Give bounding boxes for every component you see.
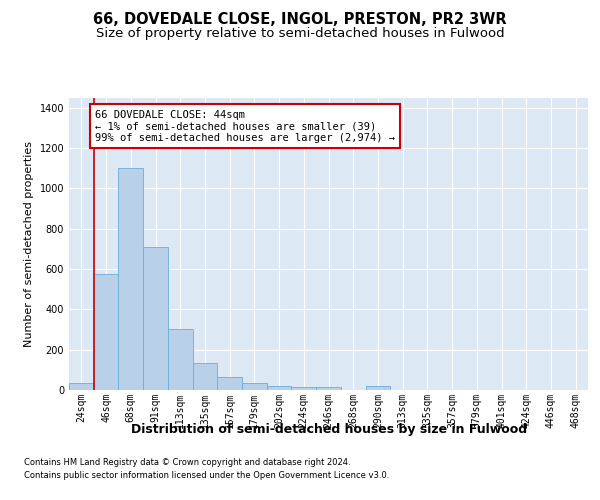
Text: 66, DOVEDALE CLOSE, INGOL, PRESTON, PR2 3WR: 66, DOVEDALE CLOSE, INGOL, PRESTON, PR2 … xyxy=(93,12,507,28)
Bar xyxy=(69,383,94,390)
Bar xyxy=(242,383,267,390)
Y-axis label: Number of semi-detached properties: Number of semi-detached properties xyxy=(24,141,34,347)
Bar xyxy=(316,387,341,390)
Text: 66 DOVEDALE CLOSE: 44sqm
← 1% of semi-detached houses are smaller (39)
99% of se: 66 DOVEDALE CLOSE: 44sqm ← 1% of semi-de… xyxy=(95,110,395,143)
Bar xyxy=(292,387,316,390)
Bar xyxy=(267,386,292,390)
Text: Size of property relative to semi-detached houses in Fulwood: Size of property relative to semi-detach… xyxy=(95,28,505,40)
Bar xyxy=(143,247,168,390)
Text: Contains HM Land Registry data © Crown copyright and database right 2024.: Contains HM Land Registry data © Crown c… xyxy=(24,458,350,467)
Bar xyxy=(217,377,242,390)
Bar xyxy=(168,330,193,390)
Bar xyxy=(94,274,118,390)
Bar xyxy=(193,363,217,390)
Bar xyxy=(365,386,390,390)
Text: Contains public sector information licensed under the Open Government Licence v3: Contains public sector information licen… xyxy=(24,472,389,480)
Text: Distribution of semi-detached houses by size in Fulwood: Distribution of semi-detached houses by … xyxy=(131,422,527,436)
Bar xyxy=(118,168,143,390)
